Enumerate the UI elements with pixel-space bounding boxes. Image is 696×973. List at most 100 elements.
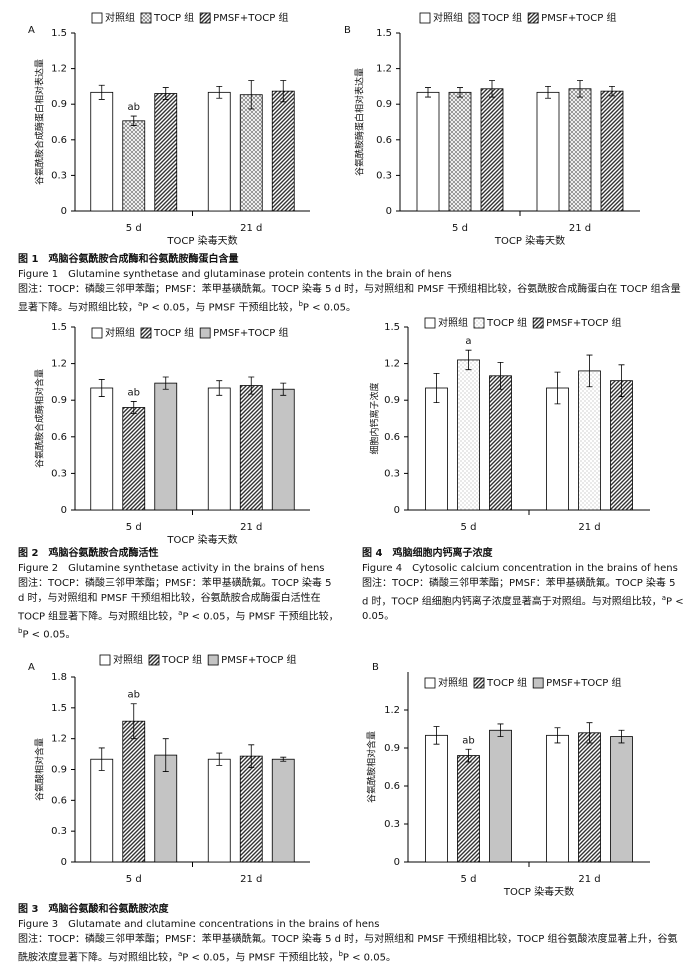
legend-swatch: [424, 677, 436, 689]
bar: [239, 94, 263, 212]
bar: [546, 387, 569, 511]
caption-note: 图注：TOCP：磷酸三邻甲苯酯；PMSF：苯甲基磺酰氟。TOCP 染毒 5 d …: [18, 932, 683, 965]
y-tick-label: 0: [61, 206, 67, 217]
y-axis-label: 谷氨酸相对含量: [34, 738, 46, 801]
bar: [480, 88, 504, 212]
bar: [90, 387, 114, 511]
legend-label: TOCP 组: [161, 653, 202, 666]
panel-label: A: [28, 25, 35, 36]
figure-caption: 图 1 鸡脑谷氨酰胺合成酶和谷氨酰胺酶蛋白含量 Figure 1 Glutamin…: [18, 252, 683, 315]
legend-label: PMSF+TOCP 组: [213, 326, 288, 339]
note-superscript: b: [298, 300, 303, 308]
error-bar: [130, 703, 137, 740]
panel-label: B: [372, 662, 379, 673]
legend-swatch: [532, 677, 544, 689]
bar: [546, 734, 569, 863]
note-superscript: b: [18, 627, 23, 636]
x-tick-label: 5 d: [461, 522, 477, 533]
bar: [207, 758, 231, 863]
x-tick-label: 21 d: [240, 522, 262, 533]
legend-swatch: [99, 654, 111, 666]
error-bar: [465, 748, 472, 763]
bar: [239, 385, 263, 511]
significance-label: ab: [128, 690, 140, 701]
y-tick-label: 1.2: [51, 734, 67, 745]
caption-title-en: Figure 2 Glutamine synthetase activity i…: [18, 563, 325, 574]
note-text: P < 0.05。: [362, 596, 684, 623]
note-text: P < 0.05。: [342, 952, 396, 964]
error-bar: [457, 87, 463, 98]
error-bar: [586, 354, 593, 388]
note-text: P < 0.05，与 PMSF 干预组比较，: [142, 302, 299, 314]
error-bar: [545, 86, 551, 99]
y-tick-label: 1.5: [51, 703, 67, 714]
y-tick-label: 1.5: [376, 28, 392, 39]
error-bar: [465, 349, 472, 371]
legend-swatch: [424, 317, 436, 329]
caption-title-en: Figure 4 Cytosolic calcium concentration…: [362, 563, 678, 574]
panel-label: B: [344, 25, 351, 36]
y-tick-label: 0.9: [376, 99, 392, 110]
y-tick-label: 1.2: [384, 705, 400, 716]
bar: [425, 387, 448, 511]
bar: [154, 382, 178, 511]
error-bar: [489, 80, 495, 98]
error-bar: [216, 86, 223, 99]
error-bar: [618, 729, 625, 744]
y-axis-label: 谷氨酰胺酶蛋白相对表达量: [354, 68, 366, 176]
legend-swatch: [207, 654, 219, 666]
y-tick-label: 0.6: [51, 432, 67, 443]
y-tick-label: 0: [394, 505, 400, 516]
bar: [154, 93, 178, 212]
legend-label: 对照组: [105, 326, 135, 339]
bar: [536, 91, 560, 212]
y-axis-label: 谷氨酰胺合成酶蛋白相对表达量: [34, 59, 46, 185]
significance-label: ab: [462, 735, 474, 746]
x-tick-label: 21 d: [240, 223, 262, 234]
x-tick-label: 21 d: [569, 223, 591, 234]
legend-label: TOCP 组: [153, 11, 194, 24]
bar: [610, 736, 633, 863]
error-bar: [425, 87, 431, 98]
y-axis-label: 谷氨酰胺合成酶相对含量: [34, 369, 46, 468]
note-text: 图注：TOCP：磷酸三邻甲苯酯；PMSF：苯甲基磺酰氟。TOCP 染毒 5 d …: [18, 934, 678, 964]
x-tick-label: 21 d: [578, 522, 600, 533]
note-text: P < 0.05，与 PMSF 干预组比较，: [182, 611, 339, 623]
bar: [568, 88, 592, 212]
caption-note: 图注：TOCP：磷酸三邻甲苯酯；PMSF：苯甲基磺酰氟。TOCP 染毒 5 d …: [18, 576, 340, 643]
y-tick-label: 0.6: [384, 781, 400, 792]
bar: [600, 90, 624, 212]
x-tick-label: 5 d: [126, 223, 142, 234]
bar: [90, 91, 114, 212]
bar: [271, 758, 295, 863]
x-tick-label: 5 d: [126, 874, 142, 885]
chart: 0 0.3 0.6 0.9 1.2 1.5 细胞内钙离子浓度 5 d a 21 d 对照组 TOCP …: [369, 316, 650, 533]
legend-swatch: [473, 317, 485, 329]
panel-label: A: [28, 662, 35, 673]
chart: 0 0.3 0.6 0.9 1.2 1.5 谷氨酰胺合成酶相对含量 TOCP 染毒天数 5 d a…: [34, 322, 310, 546]
x-axis-label: TOCP 染毒天数: [166, 234, 237, 247]
caption-title-en: Figure 1 Glutamine synthetase and glutam…: [18, 269, 452, 280]
error-bar: [130, 115, 137, 126]
error-bar: [98, 84, 105, 100]
y-tick-label: 1.2: [51, 64, 67, 75]
x-tick-label: 5 d: [452, 223, 468, 234]
error-bar: [577, 80, 583, 98]
error-bar: [554, 727, 561, 744]
y-tick-label: 1.8: [51, 672, 67, 683]
note-text: 图注：TOCP：磷酸三邻甲苯酯；PMSF：苯甲基磺酰氟。TOCP 染毒 5 d …: [18, 578, 332, 623]
bar: [425, 734, 448, 863]
y-tick-label: 0: [61, 857, 67, 868]
caption-title-en: Figure 3 Glutamate and clutamine concent…: [18, 919, 380, 930]
note-superscript: a: [661, 594, 666, 602]
y-tick-label: 0: [386, 206, 392, 217]
x-tick-label: 21 d: [240, 874, 262, 885]
caption-note: 图注：TOCP：磷酸三邻甲苯酯；PMSF：苯甲基磺酰氟。TOCP 染毒 5 d …: [362, 576, 684, 624]
y-tick-label: 1.5: [51, 322, 67, 333]
y-tick-label: 0.3: [51, 170, 67, 181]
note-text: 图注：TOCP：磷酸三邻甲苯酯；PMSF：苯甲基磺酰氟。TOCP 染毒 5 d …: [362, 578, 676, 608]
bar: [122, 120, 146, 212]
significance-label: ab: [128, 102, 140, 113]
y-axis-label: 细胞内钙离子浓度: [369, 382, 381, 454]
